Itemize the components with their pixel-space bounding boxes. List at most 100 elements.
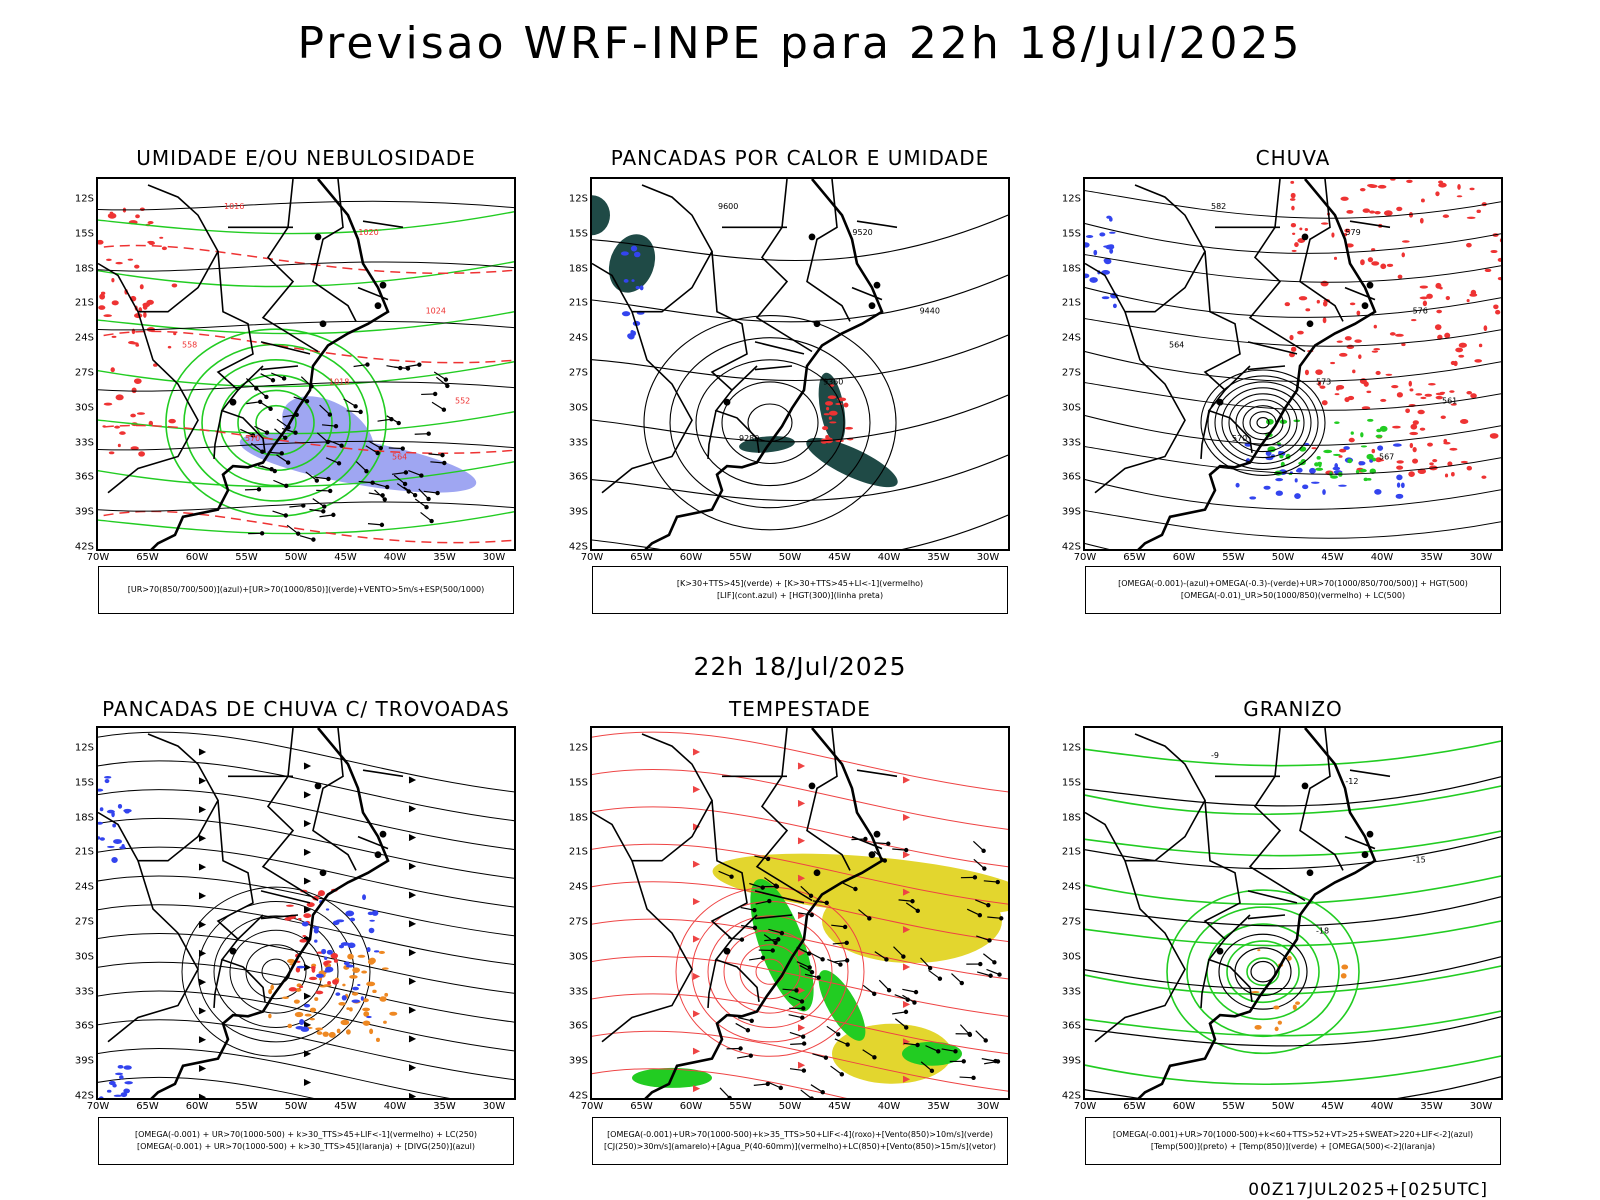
wind-vector [862, 984, 875, 995]
rain-strong-omega-area-spot [1359, 468, 1367, 473]
arrowhead [902, 813, 911, 821]
political-border [714, 938, 760, 1003]
thunderstorm-area-spot [352, 967, 360, 973]
contour-label: 576 [1413, 307, 1428, 316]
rain-strong-omega-area-spot [1366, 453, 1374, 460]
wind-vector [428, 453, 443, 456]
lake-marker [1306, 320, 1314, 328]
thickness-red-labels-spot [134, 264, 140, 269]
panel-title-chuva: CHUVA [1255, 146, 1331, 170]
hgt300-contour-line [592, 214, 1008, 262]
geography [98, 179, 404, 549]
omega500-area-spot [1273, 1005, 1280, 1010]
longitude-tick-label: 70W [580, 1101, 604, 1112]
hgt300-contour-line [721, 381, 819, 464]
longitude-tick-label: 30W [976, 552, 1000, 563]
political-border [601, 311, 693, 494]
latitude-tick-label: 33S [1061, 986, 1081, 998]
rain-low-level-area-spot [1447, 461, 1453, 467]
rain-low-level-area-spot [1408, 471, 1415, 477]
rain-low-level-area-spot [1299, 227, 1303, 231]
rain-low-level-area-spot [1315, 369, 1323, 375]
political-border [261, 179, 319, 353]
thunderstorm-area-spot [378, 950, 385, 954]
wind-vector [316, 432, 329, 443]
wind-vector [826, 1025, 839, 1035]
thickness-red-labels-spot [135, 343, 140, 347]
lifted-index-contour-spot [633, 251, 641, 258]
political-border [260, 365, 299, 371]
rain-omega-area-spot [1302, 484, 1309, 490]
longitude-tick-label: 70W [86, 1101, 110, 1112]
longitude-axis: 70W 65W 60W 55W 50W 45W 40W 35W 30W [581, 552, 1010, 566]
rain-low-level-area-spot [1289, 198, 1296, 201]
omega500-area-spot [1254, 1024, 1262, 1030]
coastline [150, 179, 390, 549]
longitude-tick-label: 60W [185, 552, 209, 563]
wind-vector-head [884, 957, 889, 962]
arrowhead [902, 888, 911, 896]
wind-vector-head [752, 925, 758, 930]
wind-vector [749, 957, 764, 961]
divergence-area-spot [338, 944, 345, 949]
wind-vector [260, 373, 274, 381]
latitude-axis: 12S 15S 18S 21S 24S 27S 30S 33S 36S 39S 42S [556, 177, 588, 553]
wind-vector-head [977, 912, 983, 918]
wind-vector-head [986, 902, 991, 908]
latitude-tick-label: 27S [568, 367, 588, 379]
rain-low-level-area-spot [1377, 184, 1387, 189]
wind-vector [984, 1060, 999, 1065]
lake-marker [873, 830, 881, 838]
political-border [601, 860, 693, 1043]
lake-marker [374, 851, 382, 859]
strong-instability-area-spot [826, 406, 830, 411]
arrowhead [198, 892, 207, 900]
wind-vector [396, 483, 410, 492]
strong-instability-area [820, 384, 854, 444]
lake-marker [1301, 782, 1309, 790]
wind-vector [319, 404, 331, 416]
latitude-tick-label: 27S [74, 367, 94, 379]
rain-low-level-area-spot [1290, 180, 1295, 184]
wind-vector [894, 994, 909, 1001]
latitude-tick-label: 33S [74, 986, 94, 998]
streamline-850-line [592, 1068, 848, 1098]
divergence-area-spot [113, 1094, 123, 1097]
wind-vector-head [863, 836, 868, 842]
thickness-red-labels-spot [130, 413, 136, 418]
severe-thunderstorm-area-spot [299, 938, 307, 943]
rain-omega-area-spot [1309, 467, 1316, 474]
wind-vector-head [378, 445, 383, 451]
rain-omega-area-spot [1400, 482, 1405, 489]
wind-vector-head [745, 1028, 751, 1033]
legend-pancadas-calor: [K>30+TTS>45](verde) + [K>30+TTS>45+LI<-… [592, 566, 1008, 614]
arrowhead [692, 935, 701, 943]
temp850-contour-line [1085, 785, 1501, 816]
wind-vector-head [823, 1055, 829, 1060]
wind-vector [355, 461, 367, 472]
rain-low-level-area-spot [1419, 285, 1429, 289]
rain-low-level-area-spot [1362, 208, 1370, 213]
wind-vector-head [384, 484, 390, 490]
lake-marker [1301, 233, 1309, 241]
political-border [1085, 184, 1206, 313]
rain-omega-area-spot [1322, 489, 1326, 495]
longitude-tick-label: 35W [927, 1101, 950, 1112]
geography [592, 728, 898, 1098]
rain-omega-area-spot [1310, 481, 1320, 484]
thickness-red-labels-spot [108, 451, 115, 455]
latitude-tick-label: 36S [1061, 1020, 1081, 1032]
wind-vector-head [779, 930, 785, 936]
rain-low-level-area-spot [1390, 179, 1396, 181]
temp850-contour-line [1166, 889, 1360, 1055]
thunderstorm-area-spot [375, 1037, 380, 1043]
thickness-red-labels-spot [127, 258, 134, 261]
rain-low-level-area-spot [1316, 299, 1320, 304]
wind-vector-head [326, 476, 331, 482]
lake-marker [319, 320, 327, 328]
wind-vector [834, 1038, 848, 1046]
political-border [220, 389, 266, 454]
thunderstorm-area-spot [342, 983, 346, 987]
longitude-tick-label: 60W [1172, 552, 1196, 563]
contour-label: -18 [1316, 927, 1329, 936]
